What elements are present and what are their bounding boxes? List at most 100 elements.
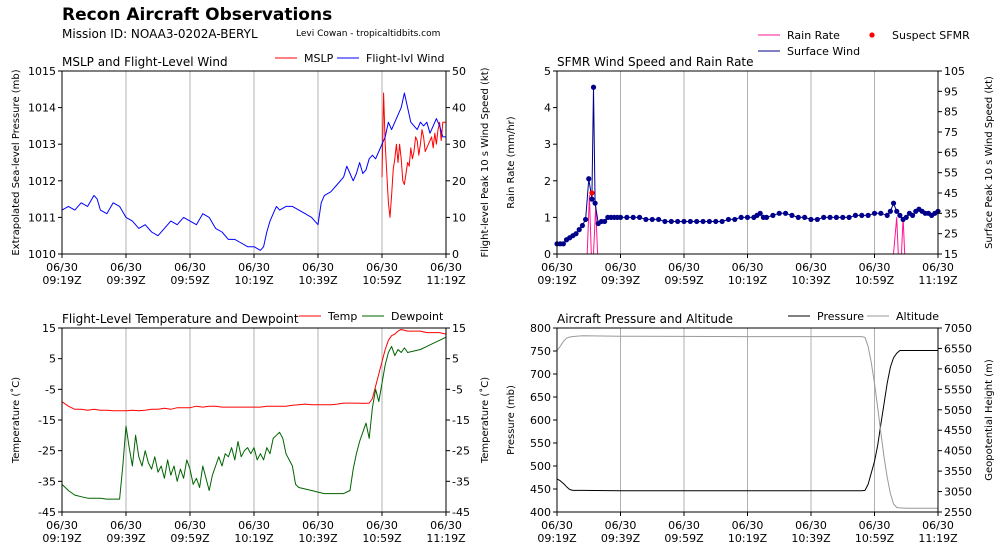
- p2-left-tick-label: 1: [544, 211, 551, 224]
- p2-left-tick-label: 2: [544, 175, 551, 188]
- p2-x-tick-date: 06/30: [922, 261, 954, 274]
- p3-x-tick-time: 10:19Z: [234, 532, 274, 545]
- p4-left-tick-label: 650: [530, 391, 551, 404]
- p2-x-tick-time: 11:19Z: [918, 274, 958, 287]
- p2-x-tick-date: 06/30: [795, 261, 827, 274]
- p2-point: [592, 200, 598, 206]
- p2-point: [582, 216, 589, 223]
- p2-point: [668, 218, 674, 225]
- p2-point: [884, 212, 890, 218]
- p4-left-tick-label: 800: [530, 322, 551, 335]
- p4-x-tick-time: 09:39Z: [601, 532, 641, 545]
- p2-point: [814, 216, 820, 223]
- p4-x-tick-date: 06/30: [795, 519, 827, 532]
- p2-point: [827, 214, 833, 220]
- p4-right-tick-label: 6550: [944, 342, 972, 355]
- p1-right-tick-label: 30: [452, 138, 466, 151]
- p1-left-tick-label: 1014: [28, 102, 56, 115]
- p1-x-tick-date: 06/30: [430, 261, 462, 274]
- p2-left-axis-label: Rain Rate (mm/hr): [506, 116, 517, 208]
- p2-left-tick-label: 0: [544, 248, 551, 261]
- p4-left-tick-label: 550: [530, 437, 551, 450]
- p4-x-tick-date: 06/30: [541, 519, 573, 532]
- p3-x-tick-date: 06/30: [238, 519, 270, 532]
- p2-point: [757, 210, 763, 216]
- p3-left-tick-label: 15: [42, 322, 56, 335]
- p2-point: [560, 241, 566, 247]
- p2-left-tick-label: 4: [544, 102, 551, 115]
- p2-point: [783, 210, 789, 216]
- p3-left-tick-label: -25: [38, 445, 56, 458]
- p4-legend-label: Altitude: [896, 310, 939, 323]
- p3-x-tick-time: 11:19Z: [426, 532, 466, 545]
- p3-x-tick-time: 09:39Z: [106, 532, 146, 545]
- p2-right-tick-label: 55: [944, 167, 958, 180]
- p2-plot: [553, 32, 942, 258]
- p2-right-tick-label: 45: [944, 187, 958, 200]
- p1-right-axis-label: Flight-level Peak 10 s Wind Speed (kt): [480, 67, 491, 257]
- p4-x-tick-date: 06/30: [605, 519, 637, 532]
- p2-point: [770, 212, 776, 218]
- p4-left-tick-label: 700: [530, 368, 551, 381]
- p4-left-tick-label: 600: [530, 414, 551, 427]
- p2-right-tick-label: 105: [944, 65, 965, 78]
- p2-point: [630, 214, 636, 220]
- p2-point: [602, 218, 608, 225]
- p1-plot: [58, 57, 450, 258]
- p4-left-tick-label: 500: [530, 460, 551, 473]
- p2-left-tick-label: 3: [544, 138, 551, 151]
- p2-point: [579, 222, 586, 229]
- p4-right-tick-label: 7050: [944, 322, 972, 335]
- p2-title: SFMR Wind Speed and Rain Rate: [557, 55, 754, 69]
- p2-point: [700, 218, 706, 225]
- p1-x-tick-date: 06/30: [302, 261, 334, 274]
- p4-left-axis-label: Pressure (mb): [506, 385, 517, 455]
- p2-point: [776, 210, 782, 216]
- p3-x-tick-date: 06/30: [46, 519, 78, 532]
- p2-legend-label: Rain Rate: [787, 29, 840, 42]
- p4-x-tick-date: 06/30: [922, 519, 954, 532]
- p1-series-flight-lvl-wind: [61, 92, 446, 251]
- p2-point: [576, 227, 582, 233]
- suspect-sfmr-legend-marker: [869, 32, 875, 38]
- p4-x-tick-time: 10:59Z: [855, 532, 895, 545]
- p1-left-tick-label: 1013: [28, 138, 56, 151]
- p2-point: [649, 216, 655, 223]
- p3-x-tick-time: 10:59Z: [362, 532, 402, 545]
- p2-point: [763, 214, 770, 220]
- p2-point: [719, 218, 725, 225]
- p2-point: [894, 208, 900, 214]
- p2-point: [890, 200, 897, 206]
- p1-x-tick-date: 06/30: [174, 261, 206, 274]
- p1-left-tick-label: 1012: [28, 175, 56, 188]
- p3-legend-label: Dewpoint: [391, 310, 444, 323]
- p4-x-tick-time: 10:19Z: [728, 532, 768, 545]
- p2-point: [713, 218, 719, 225]
- p2-x-tick-date: 06/30: [732, 261, 764, 274]
- p2-left-tick-label: 5: [544, 65, 551, 78]
- p1-x-tick-time: 10:59Z: [362, 274, 402, 287]
- p4-right-tick-label: 2550: [944, 506, 972, 519]
- p1-x-tick-time: 11:19Z: [426, 274, 466, 287]
- p1-x-tick-date: 06/30: [238, 261, 270, 274]
- p1-legend-label: Flight-lvl Wind: [366, 52, 444, 65]
- p2-point: [852, 212, 859, 218]
- mission-id: Mission ID: NOAA3-0202A-BERYL: [62, 27, 258, 41]
- p2-point: [643, 216, 649, 223]
- p1-left-tick-label: 1015: [28, 65, 56, 78]
- p2-point: [589, 196, 595, 202]
- p2-x-tick-date: 06/30: [668, 261, 700, 274]
- p4-x-tick-time: 09:19Z: [537, 532, 577, 545]
- p2-x-tick-date: 06/30: [541, 261, 573, 274]
- p3-right-tick-label: 15: [452, 322, 466, 335]
- p4-left-tick-label: 450: [530, 483, 551, 496]
- p3-left-tick-label: -15: [38, 414, 56, 427]
- p2-series-surface-wind: [557, 86, 939, 245]
- p2-point: [897, 212, 903, 218]
- p4-right-tick-label: 3050: [944, 486, 972, 499]
- p2-x-tick-time: 09:39Z: [601, 274, 641, 287]
- p1-right-tick-label: 20: [452, 175, 466, 188]
- p3-series-temp: [61, 329, 447, 412]
- p2-point: [795, 214, 801, 220]
